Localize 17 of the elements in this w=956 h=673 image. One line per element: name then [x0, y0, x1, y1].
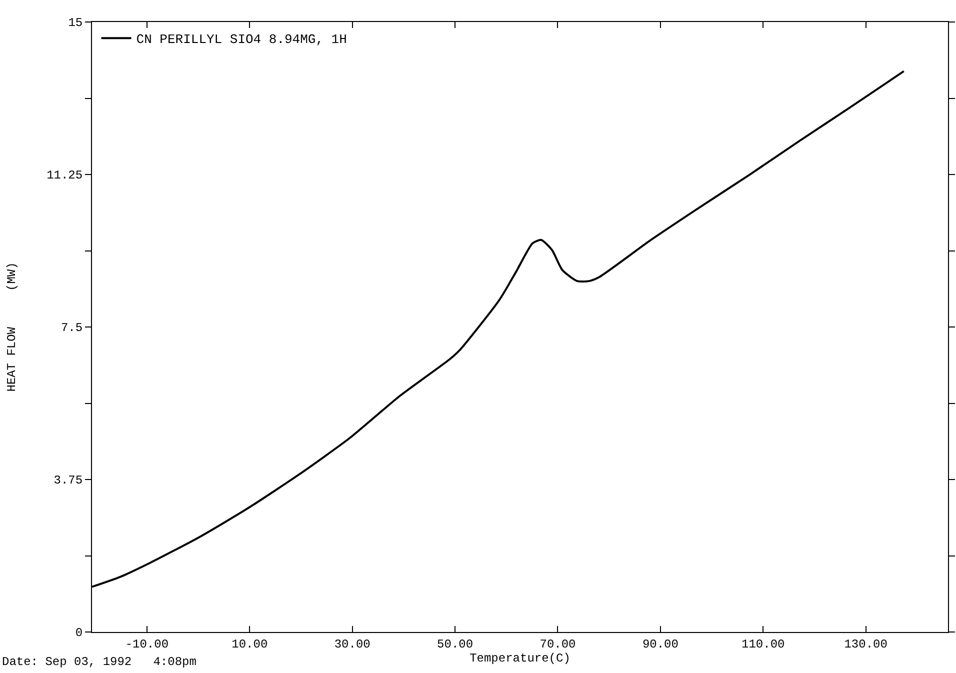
y-tick-label: 11.25	[46, 168, 83, 183]
y-axis-title: HEAT FLOW (MW)	[4, 262, 19, 392]
x-tick-label: 90.00	[642, 637, 678, 652]
y-tick-label: 0	[75, 626, 83, 640]
x-axis-title: Temperature(C)	[470, 651, 570, 666]
y-tick-label: 15	[68, 16, 83, 30]
y-tick-label: 3.75	[54, 474, 83, 488]
x-tick-label: 130.00	[844, 637, 888, 652]
x-tick-label: 110.00	[742, 637, 785, 652]
x-tick-label: -10.00	[125, 637, 169, 652]
legend-label: CN PERILLYL SIO4 8.94MG, 1H	[136, 32, 347, 48]
x-tick-label: 30.00	[334, 637, 370, 652]
x-tick-label: 70.00	[540, 637, 576, 652]
text: Date: Sep 03, 1992 4:08pm	[2, 655, 196, 669]
x-tick-label: 10.00	[232, 637, 268, 652]
y-tick-label: 7.5	[60, 321, 83, 336]
x-tick-label: 50.00	[437, 637, 474, 652]
